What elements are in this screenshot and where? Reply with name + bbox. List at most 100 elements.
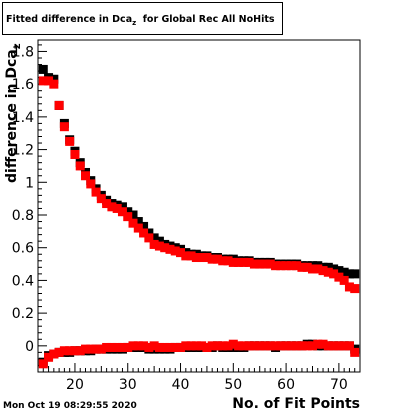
data-point xyxy=(117,202,127,212)
data-point xyxy=(133,341,143,351)
data-point xyxy=(218,341,228,351)
data-point xyxy=(271,341,281,351)
y-tick-label: 1.8 xyxy=(12,44,34,60)
data-point xyxy=(75,161,85,171)
data-point xyxy=(323,341,333,351)
data-point xyxy=(123,342,133,352)
data-point xyxy=(139,341,149,351)
y-tick-label: 0.8 xyxy=(12,208,34,224)
data-point xyxy=(154,236,164,246)
data-point xyxy=(344,269,354,279)
data-point xyxy=(144,233,154,243)
data-point xyxy=(86,344,96,354)
data-point xyxy=(212,341,222,351)
data-point xyxy=(139,228,149,238)
data-point xyxy=(65,136,75,146)
data-point xyxy=(49,79,59,89)
y-tick-label: 1.2 xyxy=(12,143,34,159)
data-point xyxy=(123,212,133,222)
data-point xyxy=(149,341,159,351)
data-point xyxy=(102,342,112,352)
data-point xyxy=(112,203,122,213)
data-point xyxy=(117,207,127,217)
data-point xyxy=(318,266,328,276)
data-point xyxy=(334,341,344,351)
data-point xyxy=(197,253,207,263)
data-point xyxy=(186,251,196,261)
data-point xyxy=(292,341,302,351)
data-point xyxy=(44,352,54,362)
data-point xyxy=(144,342,154,352)
data-point xyxy=(181,341,191,351)
data-point xyxy=(133,223,143,233)
data-point xyxy=(49,74,59,84)
data-point xyxy=(54,347,64,357)
data-point xyxy=(239,341,249,351)
data-point xyxy=(249,341,259,351)
data-point xyxy=(165,244,175,254)
data-point xyxy=(160,342,170,352)
data-point xyxy=(255,341,265,351)
data-point xyxy=(75,346,85,356)
data-point xyxy=(281,341,291,351)
data-point xyxy=(59,346,69,356)
data-point xyxy=(313,264,323,274)
y-tick-label: 0.2 xyxy=(12,306,34,322)
data-point xyxy=(81,344,91,354)
data-point xyxy=(302,262,312,272)
x-tick-label: 70 xyxy=(330,377,348,393)
data-point xyxy=(297,262,307,272)
data-point xyxy=(244,257,254,267)
data-point xyxy=(144,228,154,238)
data-point xyxy=(350,347,360,357)
data-point xyxy=(302,341,312,351)
data-point xyxy=(96,344,106,354)
y-tick-label: 1 xyxy=(25,175,34,191)
data-point xyxy=(38,359,48,369)
data-point xyxy=(297,341,307,351)
data-point xyxy=(323,267,333,277)
data-point xyxy=(350,284,360,294)
data-point xyxy=(223,341,233,351)
data-point xyxy=(91,187,101,197)
data-point xyxy=(44,76,54,86)
data-point xyxy=(160,243,170,253)
y-axis-label: difference in Dcaz xyxy=(4,43,23,183)
data-point xyxy=(49,349,59,359)
data-point xyxy=(170,342,180,352)
data-point xyxy=(228,257,238,267)
data-point xyxy=(133,217,143,227)
data-point xyxy=(202,253,212,263)
chart-title-box: Fitted difference in Dcaz for Global Rec… xyxy=(2,2,283,35)
x-tick-label: 20 xyxy=(66,377,84,393)
data-point xyxy=(260,259,270,269)
data-point xyxy=(307,341,317,351)
data-point xyxy=(344,282,354,292)
data-point xyxy=(329,341,339,351)
y-tick-label: 0 xyxy=(25,339,34,355)
data-point xyxy=(350,269,360,279)
data-point xyxy=(218,256,228,266)
data-point xyxy=(165,342,175,352)
axes: 20 30 40 50 60 70 0 0.2 0.4 0.6 0.8 1 1.2 1.4 1.6 1.8 xyxy=(12,44,361,393)
data-point xyxy=(181,251,191,261)
chart-title: Fitted difference in Dcaz for Global Rec… xyxy=(6,14,275,27)
data-point xyxy=(292,261,302,271)
data-point xyxy=(265,341,275,351)
data-point xyxy=(228,339,238,349)
data-point xyxy=(86,179,96,189)
data-point xyxy=(112,342,122,352)
data-point xyxy=(344,341,354,351)
data-point xyxy=(329,269,339,279)
data-point xyxy=(286,341,296,351)
data-point xyxy=(239,257,249,267)
data-point xyxy=(234,257,244,267)
data-point xyxy=(249,259,259,269)
data-point xyxy=(102,199,112,209)
data-point xyxy=(128,218,138,228)
data-point xyxy=(318,339,328,349)
data-point xyxy=(54,100,64,110)
data-point xyxy=(339,267,349,277)
data-point xyxy=(223,256,233,266)
x-tick-label: 40 xyxy=(172,377,190,393)
